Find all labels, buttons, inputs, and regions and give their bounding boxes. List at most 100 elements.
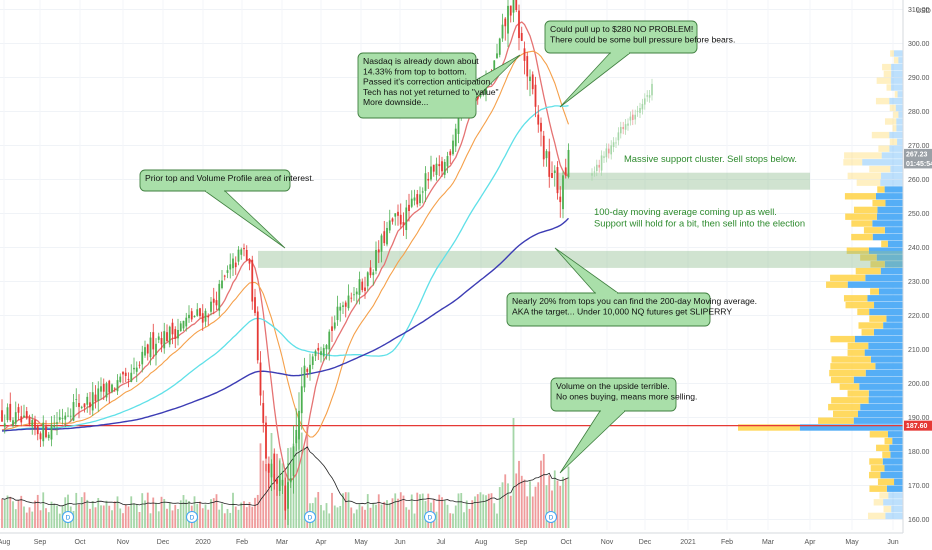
candle[interactable]	[17, 407, 20, 413]
candle[interactable]	[427, 178, 430, 181]
candle[interactable]	[42, 422, 45, 442]
candle[interactable]	[3, 423, 6, 427]
candle[interactable]	[50, 424, 53, 440]
candle[interactable]	[449, 151, 452, 156]
candle[interactable]	[256, 311, 259, 361]
candle[interactable]	[237, 249, 240, 262]
candle[interactable]	[177, 329, 179, 339]
candle[interactable]	[292, 446, 295, 476]
candle[interactable]	[353, 294, 355, 296]
candle[interactable]	[344, 302, 347, 307]
candle[interactable]	[130, 372, 133, 382]
candle[interactable]	[562, 175, 564, 210]
candle[interactable]	[152, 332, 155, 350]
candle[interactable]	[457, 111, 460, 134]
candle[interactable]	[314, 350, 317, 357]
candle[interactable]	[6, 407, 9, 421]
candle[interactable]	[421, 191, 424, 193]
candle[interactable]	[380, 235, 383, 252]
candle[interactable]	[507, 5, 509, 34]
candle[interactable]	[482, 88, 485, 95]
candle[interactable]	[149, 337, 152, 358]
candle[interactable]	[163, 331, 166, 349]
candle[interactable]	[232, 258, 234, 269]
candle[interactable]	[135, 367, 138, 372]
candle[interactable]	[287, 482, 289, 509]
candle[interactable]	[388, 220, 391, 231]
candle[interactable]	[394, 213, 397, 217]
candle[interactable]	[402, 222, 405, 226]
candle[interactable]	[298, 410, 300, 440]
candle[interactable]	[273, 453, 276, 482]
candle[interactable]	[254, 297, 256, 313]
dividend-marker[interactable]: D	[424, 511, 436, 523]
candle[interactable]	[295, 429, 298, 444]
candle[interactable]	[23, 415, 25, 418]
candle[interactable]	[102, 383, 105, 392]
candle[interactable]	[215, 300, 218, 306]
candle[interactable]	[284, 485, 287, 511]
candle[interactable]	[322, 347, 325, 357]
candle[interactable]	[166, 332, 168, 342]
candle[interactable]	[122, 371, 124, 375]
candle[interactable]	[36, 425, 39, 435]
candle[interactable]	[69, 415, 72, 417]
candle[interactable]	[537, 114, 540, 125]
candle[interactable]	[446, 156, 449, 167]
candle[interactable]	[361, 281, 364, 291]
dividend-marker[interactable]: D	[186, 511, 198, 523]
candle[interactable]	[53, 425, 56, 428]
candle[interactable]	[306, 369, 309, 372]
candle[interactable]	[408, 204, 410, 212]
candle[interactable]	[548, 151, 551, 177]
candle[interactable]	[199, 308, 201, 317]
candle[interactable]	[146, 344, 149, 354]
candle[interactable]	[20, 416, 23, 423]
candle[interactable]	[325, 345, 328, 350]
candle[interactable]	[276, 479, 278, 484]
candle[interactable]	[185, 317, 188, 327]
candle[interactable]	[553, 170, 556, 174]
candle[interactable]	[25, 411, 28, 419]
candle[interactable]	[14, 412, 17, 424]
candle[interactable]	[190, 311, 193, 320]
candle[interactable]	[47, 434, 50, 438]
candle[interactable]	[452, 140, 454, 155]
candle[interactable]	[124, 372, 127, 376]
callout-volume[interactable]: Volume on the upside terrible.No ones bu…	[550, 377, 697, 474]
candle[interactable]	[182, 320, 185, 329]
candle[interactable]	[267, 464, 270, 473]
candle[interactable]	[160, 338, 163, 345]
candle[interactable]	[196, 309, 199, 316]
candle[interactable]	[221, 280, 223, 289]
candle[interactable]	[438, 164, 441, 167]
candle[interactable]	[369, 267, 372, 276]
candle[interactable]	[364, 287, 366, 291]
candle[interactable]	[259, 362, 262, 396]
candle[interactable]	[375, 249, 377, 271]
candle[interactable]	[331, 326, 333, 331]
candle[interactable]	[443, 161, 446, 175]
candle[interactable]	[251, 259, 254, 302]
candle[interactable]	[336, 306, 339, 321]
candle[interactable]	[127, 378, 130, 380]
candle[interactable]	[377, 249, 380, 253]
candle[interactable]	[80, 406, 83, 408]
candle[interactable]	[12, 420, 14, 426]
candle[interactable]	[397, 211, 399, 216]
dividend-marker[interactable]: D	[304, 511, 316, 523]
candle[interactable]	[105, 383, 108, 398]
candle[interactable]	[28, 417, 31, 425]
candle[interactable]	[157, 336, 160, 340]
candle[interactable]	[75, 399, 78, 400]
candle[interactable]	[171, 322, 174, 335]
candle[interactable]	[248, 259, 251, 264]
candle[interactable]	[303, 365, 306, 388]
candle[interactable]	[289, 477, 292, 483]
callout-prior-top[interactable]: Prior top and Volume Profile area of int…	[139, 169, 314, 249]
price-tag[interactable]: 187.60	[904, 420, 932, 431]
candle[interactable]	[515, 0, 518, 11]
